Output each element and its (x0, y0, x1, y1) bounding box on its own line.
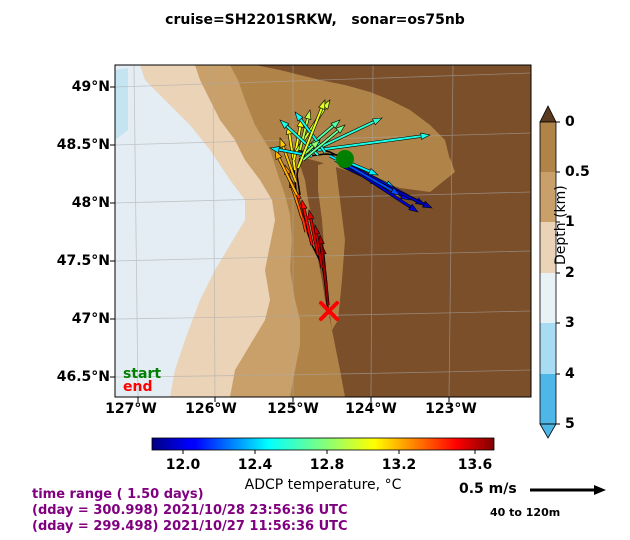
temp-tick-13-6: 13.6 (457, 457, 493, 473)
lon-label-126: 126°W (185, 401, 237, 417)
depth-colorbar-label: Depth (km) (553, 185, 569, 265)
depth-colorbar-ticks (556, 121, 560, 425)
time-end: (dday = 300.998) 2021/10/28 23:56:36 UTC (32, 503, 348, 518)
current-vector-head (420, 132, 431, 140)
depth-colorbar-top-extend (539, 105, 557, 123)
depth-colorbar-segment (540, 273, 556, 323)
current-vector-head (307, 209, 315, 220)
current-vector-head (335, 124, 346, 134)
depth-tick-5: 5 (565, 416, 575, 432)
current-vector (315, 233, 323, 269)
lat-ticks (110, 86, 115, 378)
current-vector (297, 107, 323, 169)
temp-tick-12-8: 12.8 (309, 457, 345, 473)
lon-label-125: 125°W (267, 401, 319, 417)
depth-colorbar-segment (540, 172, 556, 222)
lat-label-49: 49°N (71, 79, 110, 95)
depth-colorbar-segment (540, 122, 556, 172)
start-label: start (123, 366, 162, 382)
depth-tick-1: 1 (565, 214, 575, 230)
current-vector (320, 243, 327, 286)
georgia-strait (330, 90, 445, 155)
depth-colorbar-segment (540, 222, 556, 273)
depth-colorbar-segment (540, 323, 556, 374)
current-vector (302, 129, 339, 161)
current-vector-head (372, 117, 383, 126)
current-vector-head (368, 168, 379, 176)
current-vector-head (408, 203, 419, 213)
current-vectors (269, 99, 433, 306)
current-vector-head (279, 137, 287, 148)
depth-tick-3: 3 (565, 315, 575, 331)
temp-tick-12-0: 12.0 (165, 457, 201, 473)
current-vector-head (274, 149, 283, 160)
temp-tick-13-2: 13.2 (381, 457, 417, 473)
current-vector (278, 148, 313, 157)
lon-label-123: 123°W (425, 401, 477, 417)
lon-ticks (137, 397, 450, 402)
current-vector-head (304, 109, 312, 120)
lat-label-47-5: 47.5°N (56, 253, 110, 269)
time-start: (dday = 299.498) 2021/10/27 11:56:36 UTC (32, 519, 348, 534)
temp-tick-12-4: 12.4 (237, 457, 273, 473)
land-mass (255, 65, 531, 397)
temperature-colorbar (151, 437, 495, 451)
temp-colorbar-label: ADCP temperature, °C (244, 477, 402, 493)
depth-tick-2: 2 (565, 265, 575, 281)
current-vector (293, 126, 302, 161)
current-vector (278, 157, 298, 196)
puget-sound (318, 160, 345, 330)
current-vector-head (269, 146, 280, 154)
ocean-lighter-patch (115, 68, 128, 140)
current-vector (299, 118, 309, 151)
end-marker (336, 150, 354, 168)
depth-range-label: 40 to 120m (490, 506, 561, 519)
current-vector-head (300, 199, 308, 210)
current-vector (309, 218, 319, 256)
map-frame (114, 64, 532, 398)
scale-arrow (530, 485, 606, 495)
current-vector-head (390, 187, 401, 196)
lat-label-47: 47°N (71, 311, 110, 327)
lat-label-48: 48°N (71, 195, 110, 211)
end-label: end (123, 379, 153, 395)
current-vector-head (318, 99, 326, 110)
current-vector-head (330, 119, 341, 129)
temp-colorbar-ticks (182, 450, 476, 454)
current-vector (302, 208, 313, 246)
current-vector-head (310, 139, 321, 149)
depth-tick-4: 4 (565, 366, 575, 382)
current-vector (341, 161, 393, 192)
current-vector-head (279, 119, 290, 129)
scale-arrow-label: 0.5 m/s (459, 481, 517, 497)
lat-label-48-5: 48.5°N (56, 137, 110, 153)
depth-tick-0-5: 0.5 (565, 164, 590, 180)
lon-label-127: 127°W (105, 401, 157, 417)
lat-label-46-5: 46.5°N (56, 369, 110, 385)
current-vector-head (422, 200, 433, 209)
current-vector (317, 135, 422, 151)
depth-colorbar (539, 105, 557, 439)
current-vector-head (294, 111, 304, 122)
time-range: time range ( 1.50 days) (32, 487, 204, 502)
graticule (115, 65, 531, 397)
depth-colorbar-bottom-extend (539, 423, 557, 439)
depth-tick-0: 0 (565, 114, 575, 130)
lon-label-124: 124°W (345, 401, 397, 417)
start-marker (319, 301, 339, 321)
figure-title: cruise=SH2201SRKW, sonar=os75nb (165, 12, 465, 28)
depth-colorbar-segment (540, 374, 556, 424)
